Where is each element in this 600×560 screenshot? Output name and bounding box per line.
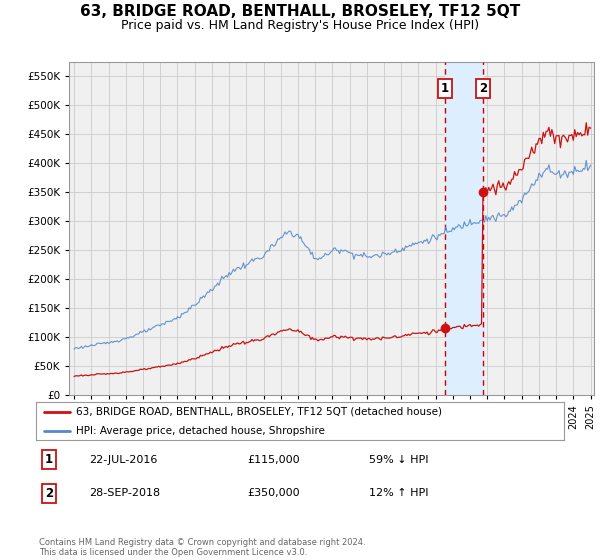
Text: £350,000: £350,000 — [247, 488, 300, 498]
Text: 59% ↓ HPI: 59% ↓ HPI — [368, 455, 428, 465]
Text: HPI: Average price, detached house, Shropshire: HPI: Average price, detached house, Shro… — [76, 426, 325, 436]
Text: Price paid vs. HM Land Registry's House Price Index (HPI): Price paid vs. HM Land Registry's House … — [121, 19, 479, 32]
Text: 2: 2 — [45, 487, 53, 500]
Text: 12% ↑ HPI: 12% ↑ HPI — [368, 488, 428, 498]
Text: 1: 1 — [45, 453, 53, 466]
Text: 63, BRIDGE ROAD, BENTHALL, BROSELEY, TF12 5QT: 63, BRIDGE ROAD, BENTHALL, BROSELEY, TF1… — [80, 4, 520, 19]
Bar — [445, 62, 483, 395]
Text: 63, BRIDGE ROAD, BENTHALL, BROSELEY, TF12 5QT (detached house): 63, BRIDGE ROAD, BENTHALL, BROSELEY, TF1… — [76, 407, 442, 417]
Text: 22-JUL-2016: 22-JUL-2016 — [89, 455, 157, 465]
Text: 28-SEP-2018: 28-SEP-2018 — [89, 488, 160, 498]
Text: 2: 2 — [479, 82, 487, 95]
Text: 1: 1 — [441, 82, 449, 95]
Text: Contains HM Land Registry data © Crown copyright and database right 2024.
This d: Contains HM Land Registry data © Crown c… — [39, 538, 365, 557]
Text: £115,000: £115,000 — [247, 455, 300, 465]
